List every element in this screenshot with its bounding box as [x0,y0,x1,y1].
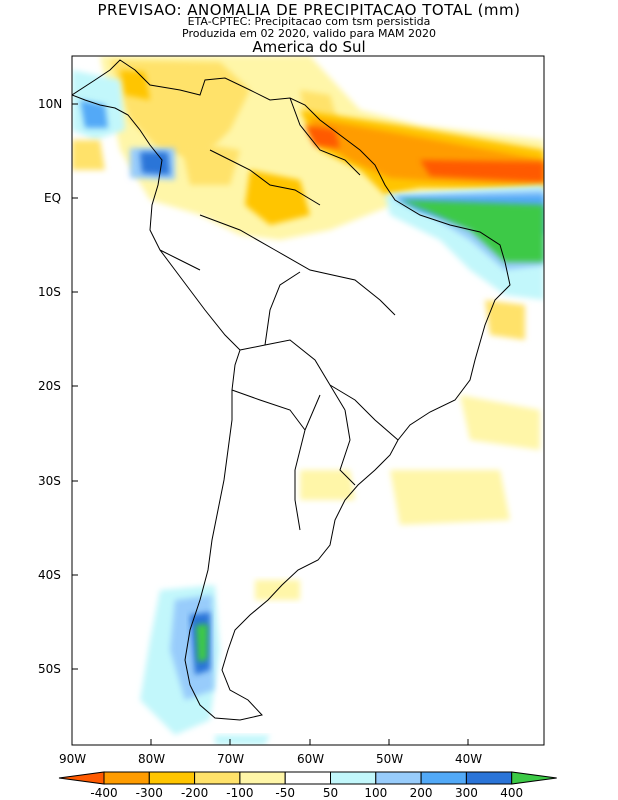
lon-label: 40W [455,752,482,766]
longitude-axis: 90W 80W 70W 60W 50W 40W [59,739,482,766]
legend-label: -200 [181,786,208,800]
legend-swatch [330,771,377,785]
legend-swatch [284,771,332,785]
legend-label: 100 [364,786,387,800]
legend-swatch [239,771,286,785]
legend-swatch [58,771,105,785]
lat-label: 10S [38,285,61,299]
lat-label: 40S [38,568,61,582]
anomaly-field [72,56,544,745]
legend-swatch [511,771,557,785]
model-subtitle: ETA-CPTEC: Precipitacao com tsm persisti… [187,15,431,28]
legend-swatch [103,771,150,785]
legend-label: 300 [455,786,478,800]
lat-label: 30S [38,474,61,488]
latitude-axis: 10N EQ 10S 20S 30S 40S 50S [38,97,78,676]
lon-label: 90W [59,752,86,766]
region-title: America do Sul [252,38,366,56]
lat-label: 50S [38,662,61,676]
legend-label: -50 [275,786,295,800]
legend-swatch [194,771,241,785]
plot-frame [71,55,545,746]
lon-label: 80W [138,752,165,766]
lat-label: 20S [38,379,61,393]
legend-label: 50 [323,786,338,800]
legend-label: -300 [136,786,163,800]
map-title: PREVISAO: ANOMALIA DE PRECIPITACAO TOTAL… [97,1,521,19]
legend-label: -100 [226,786,253,800]
validity-subtitle: Produzida em 02 2020, valido para MAM 20… [182,27,436,40]
legend-label: 200 [410,786,433,800]
lon-label: 70W [217,752,244,766]
lat-label: EQ [44,191,61,205]
lon-label: 60W [297,752,324,766]
legend-label: -400 [90,786,117,800]
color-legend: -400 -300 -200 -100 -50 50 100 200 300 400 [58,771,557,800]
legend-swatch [375,771,422,785]
lon-label: 50W [376,752,403,766]
legend-swatch [465,771,513,785]
coastlines [72,59,511,721]
legend-label: 400 [500,786,523,800]
legend-swatch [148,771,196,785]
lat-label: 10N [38,97,62,111]
legend-swatch [420,771,467,785]
